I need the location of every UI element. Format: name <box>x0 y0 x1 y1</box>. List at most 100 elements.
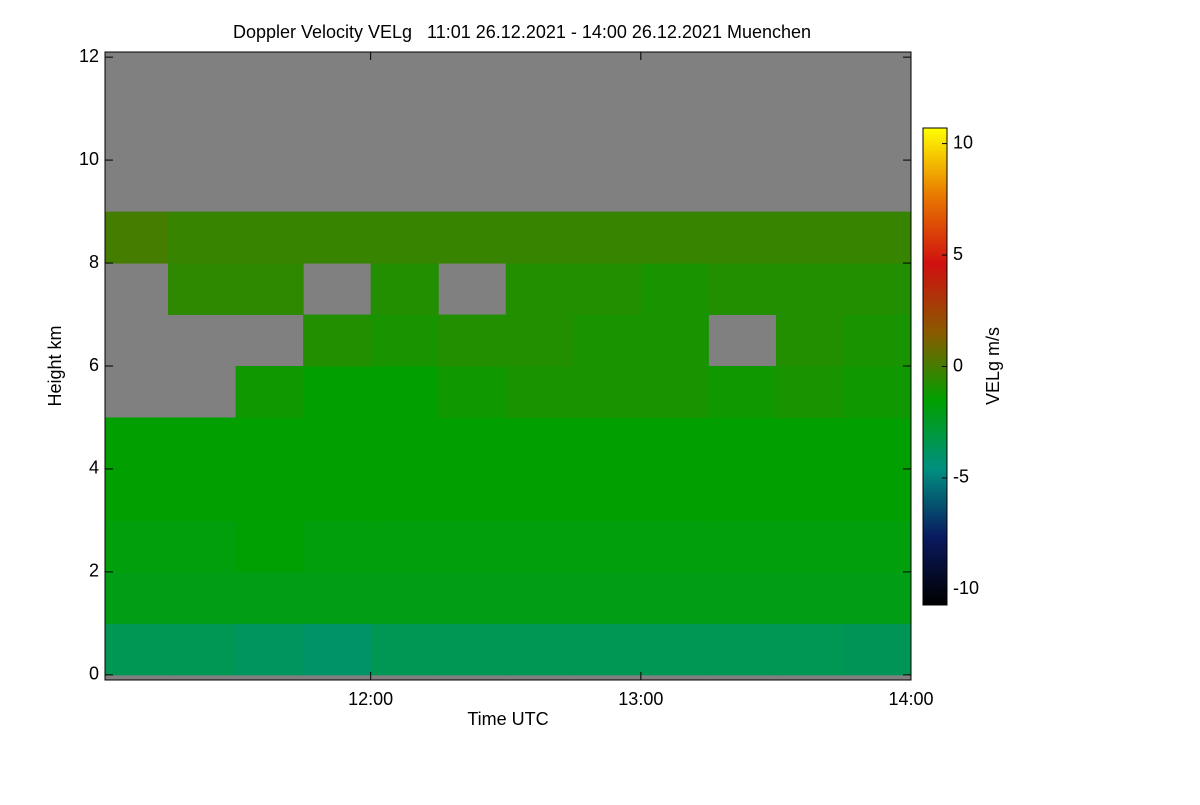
heatmap-cell <box>775 366 844 418</box>
heatmap-cell <box>168 520 237 573</box>
colorbar-tick-label: 5 <box>953 244 963 264</box>
heatmap-cell <box>505 571 574 624</box>
heatmap-cell <box>370 314 439 367</box>
heatmap-cell <box>843 314 912 367</box>
heatmap-cell <box>640 468 709 521</box>
x-tick-label: 13:00 <box>618 689 663 709</box>
heatmap-cell <box>303 314 372 367</box>
heatmap-cell <box>640 520 709 573</box>
heatmap-cell <box>573 571 642 624</box>
heatmap-cell <box>775 314 844 367</box>
heatmap-cell <box>370 366 439 418</box>
heatmap-cell <box>708 211 777 264</box>
heatmap-cell <box>640 366 709 418</box>
heatmap-cell <box>168 417 237 470</box>
heatmap-cell <box>370 623 439 676</box>
heatmap-cell <box>843 468 912 521</box>
heatmap-cell <box>708 571 777 624</box>
heatmap-cell <box>640 623 709 676</box>
heatmap-cell <box>505 520 574 573</box>
heatmap-cell <box>775 417 844 470</box>
y-tick-label: 2 <box>89 561 99 581</box>
heatmap-cell <box>370 571 439 624</box>
heatmap-cell <box>573 263 642 316</box>
heatmap-cell <box>438 571 507 624</box>
heatmap-cell <box>505 211 574 264</box>
heatmap-cell <box>438 417 507 470</box>
heatmap-cell <box>303 417 372 470</box>
heatmap-cell <box>370 468 439 521</box>
heatmap-cell <box>168 263 237 316</box>
heatmap-cell <box>105 417 169 470</box>
x-tick-label: 12:00 <box>348 689 393 709</box>
heatmap-cell <box>843 211 912 264</box>
heatmap-cell <box>775 623 844 676</box>
heatmap-cell <box>573 468 642 521</box>
heatmap-cell <box>708 417 777 470</box>
heatmap-cell <box>303 571 372 624</box>
heatmap-cell <box>640 211 709 264</box>
heatmap-cell <box>370 417 439 470</box>
heatmap-cell <box>775 263 844 316</box>
heatmap-cell <box>708 263 777 316</box>
heatmap-cell <box>708 468 777 521</box>
heatmap-cell <box>573 366 642 418</box>
heatmap-cell <box>843 623 912 676</box>
heatmap-cell <box>775 468 844 521</box>
x-axis-label: Time UTC <box>467 709 548 729</box>
heatmap-cell <box>573 623 642 676</box>
heatmap-cell <box>235 623 304 676</box>
heatmap-cell <box>843 417 912 470</box>
heatmap-cell <box>438 623 507 676</box>
heatmap-cell <box>303 468 372 521</box>
heatmap-cell <box>640 263 709 316</box>
heatmap-cell <box>505 263 574 316</box>
heatmap-cell <box>438 314 507 367</box>
colorbar-tick-label: -10 <box>953 578 979 598</box>
colorbar-tick-label: 10 <box>953 132 973 152</box>
heatmap-cell <box>370 263 439 316</box>
x-tick-label: 14:00 <box>888 689 933 709</box>
heatmap-cell <box>168 211 237 264</box>
heatmap-cell <box>235 263 304 316</box>
heatmap-cell <box>438 520 507 573</box>
heatmap-cell <box>573 417 642 470</box>
heatmap-cell <box>708 520 777 573</box>
heatmap-cell <box>573 211 642 264</box>
y-tick-label: 4 <box>89 458 99 478</box>
heatmap-cell <box>708 623 777 676</box>
y-tick-label: 10 <box>79 149 99 169</box>
heatmap-cell <box>843 520 912 573</box>
heatmap-cell <box>168 623 237 676</box>
heatmap-cell <box>105 623 169 676</box>
heatmap-cell <box>235 417 304 470</box>
heatmap-cell <box>105 520 169 573</box>
heatmap-cell <box>303 520 372 573</box>
colorbar-tick-label: 0 <box>953 355 963 375</box>
heatmap-cell <box>235 211 304 264</box>
heatmap-cell <box>370 211 439 264</box>
heatmap-cell <box>105 468 169 521</box>
heatmap-cell <box>505 314 574 367</box>
heatmap-cell <box>843 571 912 624</box>
heatmap-cell <box>438 366 507 418</box>
y-tick-label: 12 <box>79 46 99 66</box>
heatmap-cell <box>235 520 304 573</box>
chart-title: Doppler Velocity VELg 11:01 26.12.2021 -… <box>233 22 811 42</box>
heatmap-cell <box>505 623 574 676</box>
heatmap-cell <box>843 366 912 418</box>
colorbar-tick-label: -5 <box>953 467 969 487</box>
heatmap-cell <box>438 468 507 521</box>
heatmap-cell <box>573 314 642 367</box>
heatmap-cell <box>708 366 777 418</box>
heatmap-cell <box>168 468 237 521</box>
heatmap-cell <box>438 211 507 264</box>
heatmap-cell <box>303 623 372 676</box>
heatmap-cell <box>105 571 169 624</box>
heatmap-cell <box>640 571 709 624</box>
y-tick-label: 8 <box>89 252 99 272</box>
y-tick-label: 6 <box>89 355 99 375</box>
heatmap-cell <box>168 571 237 624</box>
heatmap-cell <box>640 314 709 367</box>
